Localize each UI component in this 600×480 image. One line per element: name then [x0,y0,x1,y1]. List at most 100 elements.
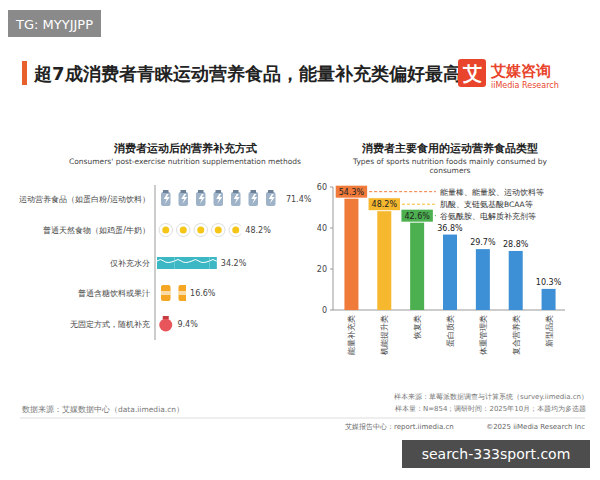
icon [197,227,204,234]
watermark: search-333sport.com [422,446,571,462]
category-label: 恢复类 [413,315,422,340]
icon [212,224,226,237]
data-label: 36.8% [437,224,463,233]
annotation-line [402,204,436,205]
icon [157,260,175,263]
bar [476,249,490,310]
tick-label: 60 [317,183,327,192]
chart-title: 消费者运动后的营养补充方式 [113,142,257,155]
icon [177,224,191,237]
logo-icon-text: 艾 [462,62,482,84]
footer-line [20,418,585,419]
icon [199,194,205,204]
label-box [401,210,432,222]
icon [251,194,257,204]
icon [179,291,187,295]
bars [344,199,555,310]
icon [180,227,187,234]
icon [163,316,169,319]
bar [509,251,523,310]
chart-title: 消费者主要食用的运动营养食品类型 [361,142,538,155]
data-label: 34.2% [221,259,247,268]
tag-text: TG: MYYJJPP [15,17,93,32]
note: 样本量：N=854；调研时间：2025年10月；本题均为多选题 [395,405,586,413]
category-label: 体重管理类 [479,315,488,355]
category-label: 普通天然食物（如鸡蛋/牛奶） [43,226,150,235]
category-label: 复合营养类 [512,315,521,355]
icon [181,190,187,193]
data-label: 10.3% [536,278,562,287]
page: TG: MYYJJPP超7成消费者青睐运动营养食品，能量补充类偏好最高艾艾媒咨询… [0,0,600,480]
tick [330,269,333,270]
icon [181,194,187,204]
bar [542,289,556,310]
icon [249,192,259,206]
data-label: 42.6% [404,212,430,221]
icon [196,192,206,206]
bar [161,285,186,301]
data-label: 9.4% [177,320,198,329]
tick-label: 40 [317,224,327,233]
category-label: 无固定方式，随机补充 [70,320,150,329]
icon [157,257,175,269]
icon [161,285,171,301]
footer-copyright: ©2025 iiMedia Research Inc [486,423,585,431]
data-label: 28.8% [503,240,529,249]
icon [198,190,204,193]
y-axis [333,187,334,310]
icon [164,194,170,204]
icon [268,190,274,193]
watermark-bg [402,440,590,468]
logo-cn: 艾媒咨询 [490,62,551,80]
icon [234,194,240,204]
icon [232,227,239,234]
bar [443,235,457,310]
icon [210,257,217,269]
icon [216,190,222,193]
bar [161,190,282,206]
icon [229,224,241,237]
category-label: 新型品类 [545,315,554,347]
icon [215,227,222,234]
icon [210,260,217,263]
chart-subtitle: Consumers' post-exercise nutrition suppl… [69,157,301,166]
bar [410,223,424,310]
icon [233,190,239,193]
data-label: 48.2% [372,200,398,209]
label-box [336,186,367,198]
data-label: 54.3% [339,188,365,197]
icon [175,257,193,269]
icon [161,291,171,295]
logo-en: iiMedia Research [491,81,559,90]
note: 样本来源：草莓派数据调查与计算系统（survey.iimedia.cn） [394,393,588,401]
subtitle-line: consumers [429,166,470,175]
icon [216,194,222,204]
axis-line [155,185,156,340]
icon [266,192,276,206]
logo-icon [458,59,486,87]
icon [159,319,172,332]
icon [162,227,169,234]
category-label: 蛋白质类 [446,315,455,347]
icon [179,285,187,301]
title-bar [22,61,27,85]
tick [330,187,333,188]
icon [269,194,275,204]
icon [192,257,210,269]
chart-subtitle: Types of sports nutrition foods mainly c… [352,157,548,175]
annotation-line [435,215,436,216]
category-label: 能量补充类 [347,315,356,355]
data-label: 48.2% [245,226,271,235]
footer-site: 艾媒报告中心：report.iimedia.cn [345,423,454,431]
tick [330,228,333,229]
icon [251,190,257,193]
source: 数据来源：艾媒数据中心（data.iimedia.cn） [22,405,184,414]
icon [214,192,224,206]
annotation: 能量棒、能量胶、运动饮料等 [440,188,544,197]
tag-bg [8,10,101,37]
icon [163,190,169,193]
bar [344,199,358,310]
icon [179,192,189,206]
annotation-line [369,191,436,192]
tick [330,310,333,311]
